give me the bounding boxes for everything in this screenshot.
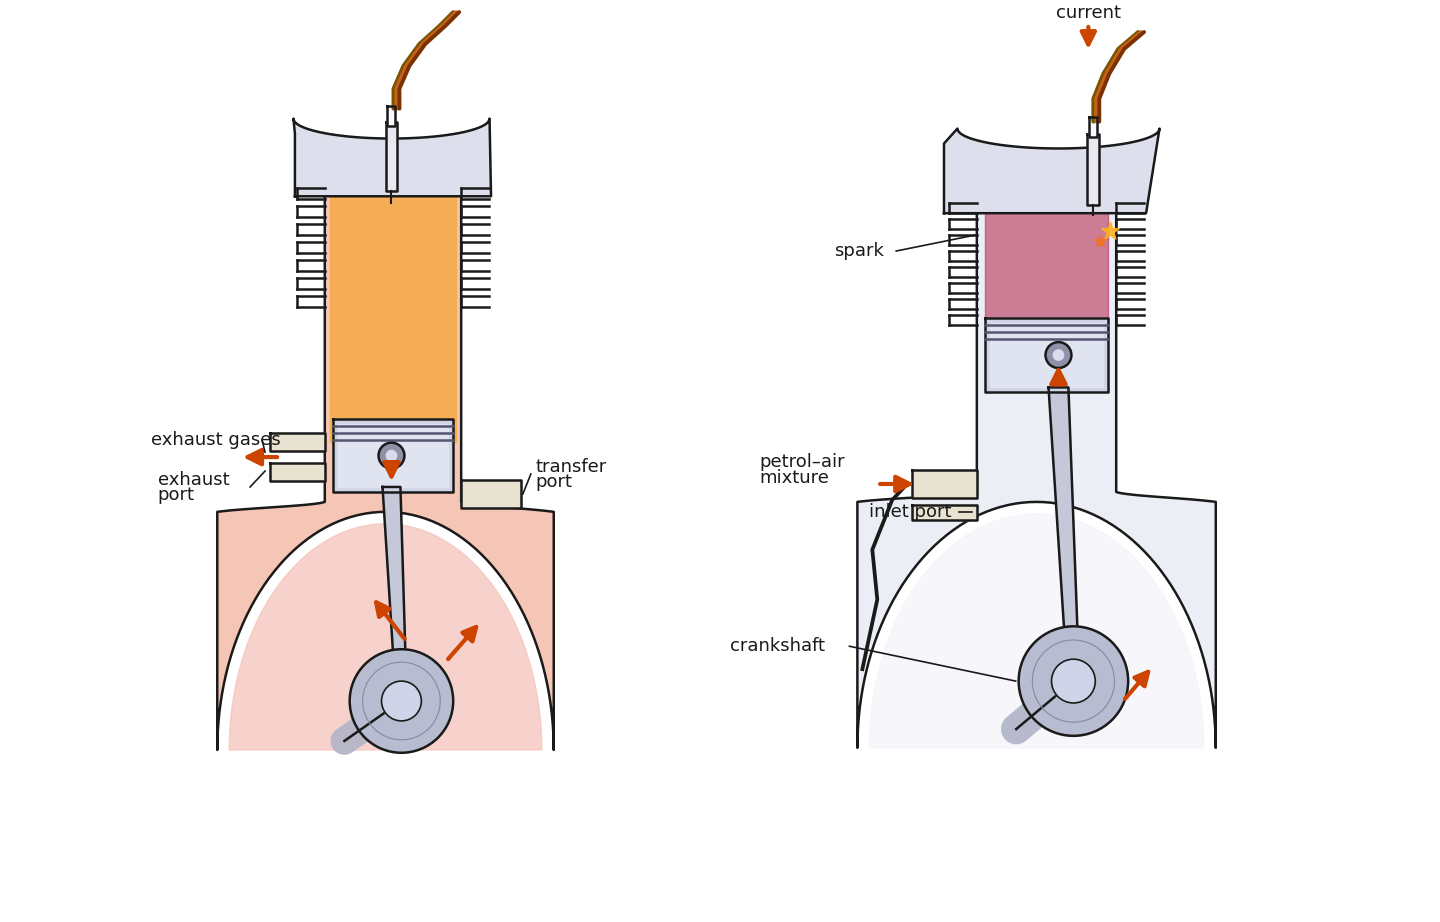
Text: inlet port: inlet port <box>870 502 952 521</box>
Polygon shape <box>870 514 1204 748</box>
Polygon shape <box>386 122 397 191</box>
Polygon shape <box>229 524 541 750</box>
Polygon shape <box>271 433 325 451</box>
Point <box>1099 224 1122 239</box>
Circle shape <box>1018 626 1128 736</box>
Polygon shape <box>945 128 1159 213</box>
Polygon shape <box>294 119 491 196</box>
Text: exhaust: exhaust <box>157 471 229 489</box>
Polygon shape <box>330 194 456 443</box>
Text: mixture: mixture <box>760 469 829 487</box>
Text: current: current <box>1056 4 1120 22</box>
Text: port: port <box>157 486 194 504</box>
Polygon shape <box>985 211 1109 323</box>
Polygon shape <box>1087 134 1099 206</box>
Polygon shape <box>985 318 1109 393</box>
Polygon shape <box>387 106 396 125</box>
Polygon shape <box>1089 116 1097 136</box>
Circle shape <box>379 443 405 468</box>
Polygon shape <box>271 463 325 481</box>
Polygon shape <box>334 422 451 443</box>
Circle shape <box>382 681 422 721</box>
Text: petrol–air: petrol–air <box>760 453 845 471</box>
Circle shape <box>386 451 396 461</box>
Text: crankshaft: crankshaft <box>730 637 825 656</box>
Circle shape <box>350 649 454 752</box>
Polygon shape <box>1048 387 1080 681</box>
Point <box>1089 233 1112 248</box>
Circle shape <box>1045 342 1071 368</box>
Polygon shape <box>857 203 1215 748</box>
Polygon shape <box>912 505 976 520</box>
Text: exhaust gases: exhaust gases <box>151 431 281 449</box>
Text: transfer: transfer <box>536 458 608 476</box>
Text: port: port <box>536 473 573 491</box>
Polygon shape <box>461 480 521 508</box>
Polygon shape <box>338 424 448 487</box>
Polygon shape <box>217 188 554 750</box>
Circle shape <box>1053 349 1064 361</box>
Polygon shape <box>989 323 1103 387</box>
Polygon shape <box>333 420 454 492</box>
Text: spark: spark <box>835 242 884 260</box>
Polygon shape <box>912 470 976 498</box>
Polygon shape <box>383 487 408 701</box>
Circle shape <box>1051 659 1096 703</box>
